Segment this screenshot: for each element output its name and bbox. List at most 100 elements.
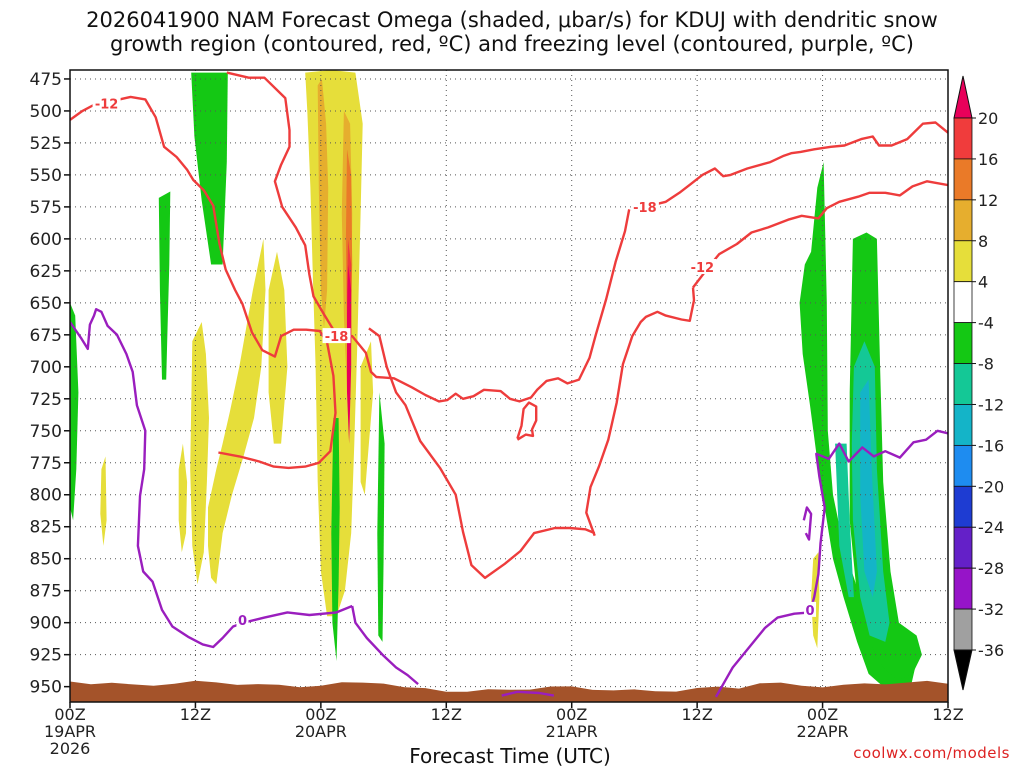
omega-region-neg4	[191, 72, 228, 265]
colorbar-label: -36	[978, 641, 1004, 660]
colorbar-swatch	[953, 526, 973, 569]
contour-dgz-neg12	[692, 180, 948, 289]
y-tick-label: 875	[30, 582, 62, 602]
x-tick-date: 20APR	[295, 722, 347, 741]
colorbar-swatch	[953, 199, 973, 242]
colorbar-label: 20	[978, 109, 998, 128]
colorbar-label: -20	[978, 477, 1004, 496]
terrain-fill	[70, 680, 948, 702]
contour-freezing-0	[501, 690, 555, 697]
y-tick-label: 500	[30, 102, 62, 122]
contour-label-bg	[630, 198, 659, 214]
omega-region-4	[190, 322, 209, 585]
y-tick-label: 750	[30, 422, 62, 442]
colorbar-label: -32	[978, 600, 1004, 619]
y-tick-label: 525	[30, 134, 62, 154]
colorbar-top-arrow	[953, 75, 973, 119]
colorbar-label: 12	[978, 191, 998, 210]
contour-dgz-neg12	[585, 287, 696, 537]
axes: 475 500 525 550 575 600 625 650 675 700 725 750 775 8…	[30, 69, 964, 758]
omega-region-4	[178, 443, 188, 553]
contour-freezing-0	[714, 611, 811, 698]
terrain	[70, 680, 948, 702]
x-tick-label: 12Z	[932, 705, 963, 724]
colorbar-label: -8	[978, 355, 994, 374]
plot-frame	[69, 69, 949, 703]
chart-title-line1: 2026041900 NAM Forecast Omega (shaded, μ…	[86, 8, 938, 32]
colorbar-swatch	[953, 608, 973, 651]
contour-freezing-0	[808, 429, 948, 613]
contour-dgz-neg18	[644, 121, 948, 209]
contour-label-bg	[236, 612, 249, 628]
x-tick-date: 21APR	[546, 722, 598, 741]
colorbar: 20 16 12 8 4 -4 -8 -12 -16 -20 -24 -28 -32 -36	[953, 75, 1004, 691]
x-tick-date: 22APR	[797, 722, 849, 741]
colorbar-swatch	[953, 240, 973, 283]
y-tick-label: 600	[30, 230, 62, 250]
omega-region-neg8	[835, 443, 854, 598]
omega-region-neg4	[70, 302, 79, 521]
colorbar-swatch	[953, 404, 973, 446]
omega-region-neg4	[377, 392, 385, 642]
colorbar-swatch	[953, 485, 973, 528]
contour-dgz-neg18	[516, 401, 538, 441]
colorbar-swatch	[953, 281, 973, 324]
chart-title-line2: growth region (contoured, red, ºC) and f…	[110, 32, 914, 56]
x-tick-year: 2026	[50, 739, 91, 758]
omega-region-8	[317, 79, 329, 329]
contour-label: 0	[238, 614, 247, 629]
omega-region-4	[100, 456, 107, 546]
x-tick-label: 12Z	[431, 705, 462, 724]
colorbar-label: 8	[978, 232, 988, 251]
y-tick-label: 575	[30, 198, 62, 218]
y-tick-label: 725	[30, 390, 62, 410]
colorbar-label: -24	[978, 518, 1004, 537]
y-tick-label: 700	[30, 358, 62, 378]
contour-freezing-0	[351, 605, 419, 686]
omega-region-4	[360, 341, 374, 495]
y-tick-label: 950	[30, 678, 62, 698]
contour-label-bg	[804, 601, 817, 617]
y-tick-label: 650	[30, 294, 62, 314]
y-tick-label: 550	[30, 166, 62, 186]
contour-lines: -12 -12 -18 -18 0 0	[70, 71, 948, 698]
x-tick-label: 12Z	[681, 705, 712, 724]
y-tick-label: 925	[30, 646, 62, 666]
y-tick-label: 675	[30, 326, 62, 346]
y-tick-label: 800	[30, 486, 62, 506]
contour-label-bg	[322, 328, 351, 344]
x-tick-label: 00Z	[305, 705, 336, 724]
colorbar-swatch	[953, 158, 973, 201]
colorbar-swatch	[953, 363, 973, 405]
contour-label: -18	[325, 330, 349, 345]
x-tick-label: 00Z	[556, 705, 587, 724]
colorbar-label: 16	[978, 150, 998, 169]
contour-dgz-neg12	[70, 95, 337, 470]
colorbar-label: -4	[978, 314, 994, 333]
omega-region-neg4	[799, 162, 917, 694]
omega-region-neg12	[860, 379, 877, 598]
y-tick-label: 475	[30, 70, 62, 90]
contour-freezing-0	[802, 506, 813, 541]
y-tick-label: 775	[30, 454, 62, 474]
colorbar-label: -16	[978, 436, 1004, 455]
colorbar-label: 4	[978, 273, 988, 292]
credit-text: coolwx.com/models	[853, 744, 1010, 762]
colorbar-bottom-arrow	[953, 649, 973, 691]
contour-dgz-neg12	[368, 327, 596, 580]
contour-label: -18	[633, 201, 657, 216]
colorbar-label: -12	[978, 395, 1004, 414]
contour-label-bg	[688, 259, 717, 275]
contour-dgz-neg12	[226, 71, 338, 337]
y-tick-label: 625	[30, 262, 62, 282]
contour-label: -12	[691, 261, 715, 276]
contour-label-bg	[92, 95, 121, 111]
contour-label: 0	[806, 604, 815, 619]
x-axis-title: Forecast Time (UTC)	[409, 744, 611, 768]
x-tick-label: 00Z	[54, 705, 85, 724]
x-tick-label: 12Z	[180, 705, 211, 724]
contour-dgz-neg18	[336, 209, 631, 403]
omega-shading	[70, 70, 922, 694]
colorbar-swatch	[953, 322, 973, 364]
